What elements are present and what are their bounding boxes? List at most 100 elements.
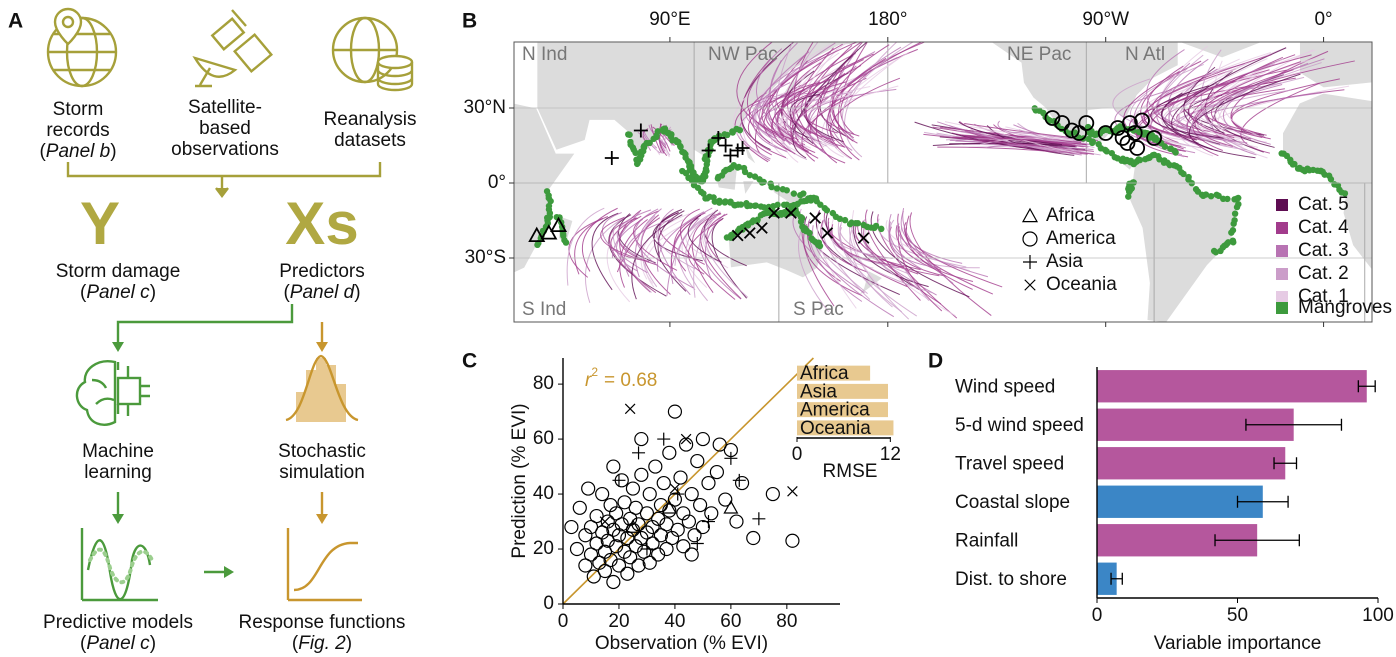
marker	[651, 511, 666, 526]
x-tick-label: 80	[776, 611, 797, 632]
storm-track	[664, 126, 672, 156]
storm-track	[616, 209, 652, 264]
marker	[628, 500, 643, 515]
error-bar	[1245, 418, 1343, 431]
text-part: 2	[591, 365, 598, 379]
legend-label: Africa	[1046, 205, 1095, 226]
marker	[1134, 112, 1150, 129]
text-part: )	[110, 141, 116, 162]
diagram-label: based	[199, 118, 251, 139]
mangrove	[1103, 148, 1110, 155]
storm-track	[1005, 137, 1087, 145]
storm-track	[747, 93, 788, 159]
marker	[661, 500, 677, 514]
mangrove	[1230, 239, 1237, 246]
storm-track	[634, 208, 694, 289]
marker	[704, 506, 719, 521]
diagram-label: Satellite-	[188, 97, 262, 118]
text-part: r	[585, 370, 592, 391]
mangrove	[846, 220, 854, 228]
marker	[600, 514, 615, 529]
storm-track	[1188, 54, 1312, 139]
x-tick-label: 100	[1362, 605, 1394, 626]
bar	[797, 365, 871, 381]
mangrove	[1066, 130, 1073, 137]
mangrove	[632, 149, 639, 157]
storm-track	[800, 59, 864, 134]
storm-track	[839, 226, 933, 294]
panel-label: B	[462, 10, 477, 33]
storm-track	[674, 213, 711, 266]
diagram-ref: (Panel d)	[283, 282, 360, 303]
text-part: (	[80, 633, 87, 654]
marker	[625, 481, 641, 496]
marker	[684, 547, 699, 562]
legend-swatch	[1276, 245, 1288, 257]
marker	[581, 481, 596, 496]
icon-predictive	[80, 528, 158, 602]
mangrove	[736, 126, 744, 134]
marker	[687, 528, 702, 543]
storm-track	[740, 58, 772, 156]
marker	[1054, 115, 1071, 131]
marker	[701, 475, 716, 491]
error-bar	[1236, 495, 1289, 508]
legend-swatch	[1276, 199, 1288, 211]
x-tick-label: 0	[558, 611, 569, 632]
storm-track	[895, 225, 974, 282]
storm-track	[1185, 92, 1322, 143]
storm-track	[792, 42, 868, 159]
marker	[600, 533, 615, 548]
marker	[634, 530, 649, 546]
marker	[695, 431, 710, 447]
marker	[670, 522, 685, 537]
marker	[597, 544, 613, 559]
storm-track	[1192, 47, 1287, 138]
marker	[631, 558, 646, 573]
marker	[640, 542, 654, 556]
x-tick-label: 60	[720, 611, 741, 632]
storm-track	[756, 48, 792, 136]
marker	[540, 224, 558, 240]
storm-track	[970, 128, 1070, 154]
storm-track	[807, 57, 898, 154]
icon-reanalysis	[331, 16, 414, 92]
marker	[787, 486, 798, 497]
storm-track	[831, 224, 905, 268]
mangrove	[752, 202, 760, 209]
mangrove	[747, 202, 754, 209]
text-part: (	[283, 282, 290, 303]
storm-track	[1150, 69, 1270, 150]
marker	[718, 492, 733, 507]
marker	[609, 539, 624, 554]
text-part: )	[150, 282, 156, 303]
marker	[785, 533, 800, 548]
marker	[603, 552, 618, 568]
x-tick-label: 90°W	[1082, 9, 1129, 30]
region-label: S Ind	[522, 299, 566, 320]
y-tick-label: 30°N	[464, 97, 506, 118]
marker	[665, 530, 680, 546]
marker	[592, 555, 607, 570]
marker	[701, 515, 715, 529]
marker	[1078, 115, 1095, 131]
map-border	[513, 41, 1373, 323]
mangrove	[714, 175, 722, 182]
marker	[809, 212, 822, 224]
storm-track	[897, 223, 989, 278]
y-tick-label: 60	[533, 428, 554, 449]
bar	[1097, 485, 1263, 518]
marker	[612, 473, 626, 487]
error-bar	[1357, 380, 1376, 393]
storm-track	[780, 86, 871, 149]
storm-track	[704, 212, 749, 298]
storm-track	[865, 209, 921, 301]
marker	[756, 222, 768, 234]
region-label: NW Pac	[708, 44, 778, 65]
x-axis-title: Variable importance	[1154, 633, 1322, 654]
storm-track	[1188, 73, 1301, 159]
mangrove	[1341, 190, 1349, 197]
diagram-label: Machine	[82, 441, 154, 462]
diagram-label: datasets	[334, 130, 406, 151]
storm-track	[853, 222, 929, 288]
